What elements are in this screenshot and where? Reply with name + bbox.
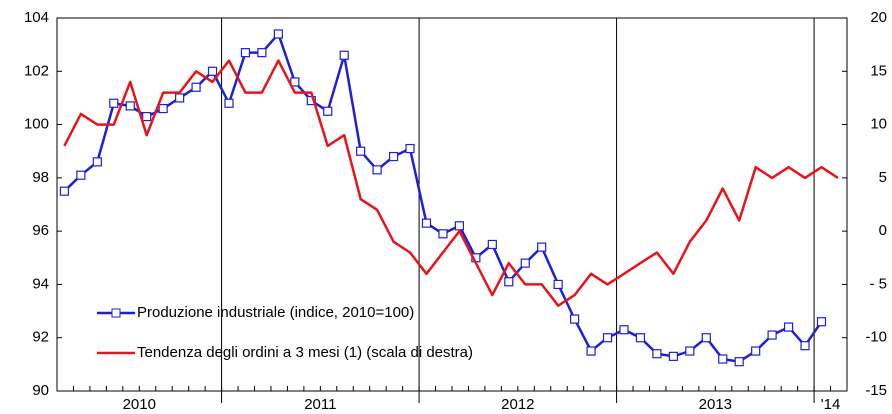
legend-label: Tendenza degli ordini a 3 mesi (1) (scal… (137, 344, 473, 361)
y2-tick-label: -10 (865, 329, 887, 346)
x-year-label: '14 (821, 396, 841, 413)
point-marker (323, 106, 333, 116)
point-marker (142, 111, 152, 122)
x-year-label: 2011 (304, 396, 336, 413)
point-marker (273, 29, 283, 39)
y2-tick-label: - 5 (869, 275, 887, 292)
point-marker (454, 221, 465, 231)
point-marker (257, 48, 267, 58)
point-marker (109, 98, 119, 108)
y2-tick-label: 20 (870, 9, 887, 26)
point-marker (800, 341, 810, 351)
y2-tick-label: -15 (865, 382, 887, 399)
point-marker (125, 101, 135, 111)
point-marker (487, 239, 497, 250)
point-marker (635, 333, 646, 343)
point-marker (783, 322, 794, 332)
y-tick-label: 104 (24, 9, 49, 26)
point-marker (59, 186, 70, 196)
y2-tick-label: 0 (879, 222, 887, 239)
point-marker (767, 330, 777, 340)
point-marker (734, 357, 744, 367)
y-tick-label: 98 (32, 169, 49, 186)
point-marker (405, 143, 415, 154)
point-marker (240, 48, 251, 58)
point-marker (175, 93, 185, 103)
point-marker (602, 333, 613, 343)
point-marker (224, 98, 234, 108)
point-marker (685, 346, 695, 356)
point-marker (570, 314, 580, 324)
plot-frame (56, 17, 848, 392)
y-tick-label: 96 (32, 222, 49, 239)
series-line (63, 59, 839, 307)
legend-label: Produzione industriale (indice, 2010=100… (137, 304, 414, 321)
y-tick-label: 100 (24, 116, 49, 133)
point-marker (816, 317, 827, 327)
point-marker (438, 229, 448, 239)
point-marker (421, 218, 432, 228)
point-marker (537, 242, 547, 252)
point-marker (388, 151, 399, 162)
point-marker (751, 346, 761, 356)
y2-tick-label: 5 (879, 169, 887, 186)
y-tick-label: 94 (32, 275, 49, 292)
point-marker (158, 103, 168, 114)
point-marker (652, 349, 662, 359)
legend-marker (111, 308, 121, 318)
point-marker (718, 354, 728, 364)
y-tick-label: 102 (24, 62, 49, 79)
point-marker (290, 77, 300, 87)
point-marker (701, 333, 711, 343)
point-marker (76, 170, 86, 180)
point-marker (356, 146, 366, 156)
y-tick-label: 92 (32, 329, 49, 346)
point-marker (619, 325, 629, 335)
point-marker (586, 346, 596, 356)
point-marker (339, 50, 349, 60)
point-marker (372, 165, 382, 175)
point-marker (553, 279, 563, 290)
point-marker (92, 157, 102, 167)
x-year-label: 2013 (699, 396, 732, 413)
y2-tick-label: 15 (870, 62, 887, 79)
point-marker (207, 66, 218, 76)
point-marker (668, 351, 678, 361)
x-year-label: 2010 (123, 396, 156, 413)
point-marker (520, 258, 530, 268)
point-marker (504, 277, 514, 287)
point-marker (191, 82, 201, 92)
y2-tick-label: 10 (870, 116, 887, 133)
y-tick-label: 90 (32, 382, 49, 399)
x-year-label: 2012 (501, 396, 534, 413)
